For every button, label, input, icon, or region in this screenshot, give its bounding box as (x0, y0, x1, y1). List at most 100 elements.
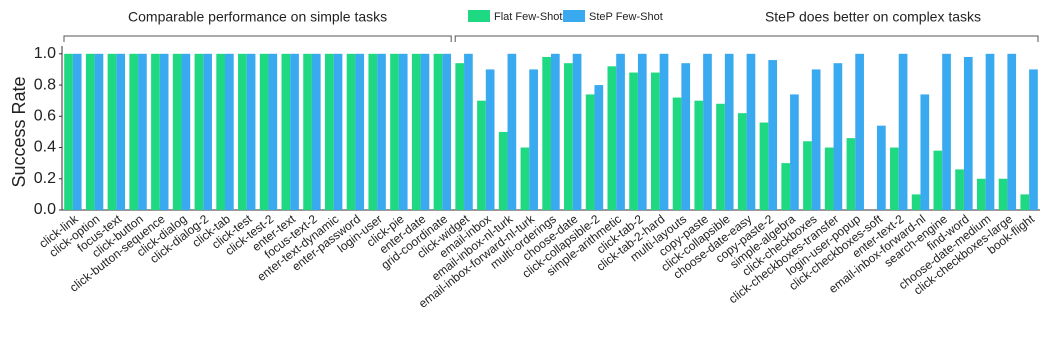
bar (1029, 69, 1038, 210)
bar (377, 53, 386, 210)
bar (824, 147, 834, 210)
bar (368, 53, 378, 210)
bar (659, 53, 669, 210)
bar (1007, 53, 1017, 210)
bar (216, 53, 225, 210)
bar (737, 113, 747, 210)
annotation: SteP does better on complex tasks (765, 9, 981, 25)
bar (724, 53, 734, 210)
bar (650, 72, 660, 210)
bar (116, 53, 126, 210)
bar (259, 53, 269, 210)
legend-label: SteP Few-Shot (589, 11, 663, 23)
y-axis-label: Success Rate (9, 76, 29, 187)
bar (181, 53, 191, 210)
bar (811, 69, 821, 210)
bar (203, 53, 212, 210)
legend-swatch (468, 10, 490, 22)
bar (290, 53, 299, 210)
bar (477, 100, 486, 210)
bar (955, 169, 964, 210)
bar (138, 53, 147, 210)
bar (911, 194, 921, 210)
bar (442, 53, 452, 210)
bar (942, 53, 951, 210)
bar (281, 53, 291, 210)
bar (324, 53, 334, 210)
y-tick-label: 0.2 (34, 170, 56, 187)
bar (594, 85, 604, 210)
bar (877, 125, 886, 210)
bar (920, 94, 930, 210)
bar (1020, 194, 1030, 210)
bar (529, 69, 538, 210)
bar (64, 53, 73, 210)
bar (129, 53, 139, 210)
bar (803, 141, 812, 210)
bar (311, 53, 321, 210)
bar (585, 94, 595, 210)
bar (420, 53, 430, 210)
bar (485, 69, 495, 210)
bar (629, 72, 638, 210)
bar (833, 63, 843, 210)
bar (268, 53, 278, 210)
bar (703, 53, 712, 210)
y-tick-label: 0.8 (34, 76, 56, 93)
bar (846, 138, 856, 210)
bar (572, 53, 582, 210)
bar (616, 53, 625, 210)
bar (398, 53, 408, 210)
bracket (454, 35, 1039, 42)
bar (976, 178, 986, 210)
y-tick-label: 0.0 (34, 201, 56, 218)
bar (542, 56, 551, 210)
bar (759, 122, 769, 210)
bar (564, 63, 573, 210)
bar (455, 63, 465, 210)
bar (781, 163, 791, 210)
bar (85, 53, 95, 210)
legend-label: Flat Few-Shot (494, 11, 562, 23)
bar (433, 53, 443, 210)
bar (890, 147, 899, 210)
bar (72, 53, 82, 210)
bar (985, 53, 995, 210)
bar (998, 178, 1008, 210)
bar (898, 53, 908, 210)
bar (411, 53, 421, 210)
bar (246, 53, 256, 210)
bar (551, 53, 560, 210)
bar (855, 53, 864, 210)
y-tick-label: 0.6 (34, 108, 56, 125)
bar (94, 53, 104, 210)
bar (694, 100, 704, 210)
bar (151, 53, 160, 210)
bar (672, 97, 682, 210)
bar (681, 63, 691, 210)
y-tick-label: 0.4 (34, 139, 56, 156)
bar (498, 131, 508, 210)
bar (238, 53, 247, 210)
bar (637, 53, 647, 210)
bar (520, 147, 530, 210)
bar (303, 53, 312, 210)
bar (768, 60, 778, 210)
y-tick-label: 1.0 (34, 45, 56, 62)
bar (507, 53, 517, 210)
bar (933, 150, 943, 210)
bar (333, 53, 343, 210)
bar (107, 53, 117, 210)
bar (746, 53, 756, 210)
bar (716, 103, 725, 210)
bar (963, 56, 973, 210)
annotation: Comparable performance on simple tasks (128, 9, 387, 25)
bar (346, 53, 356, 210)
bar (225, 53, 234, 210)
bar (159, 53, 169, 210)
bar (194, 53, 204, 210)
bar (464, 53, 473, 210)
bar (607, 66, 617, 210)
bar (390, 53, 399, 210)
